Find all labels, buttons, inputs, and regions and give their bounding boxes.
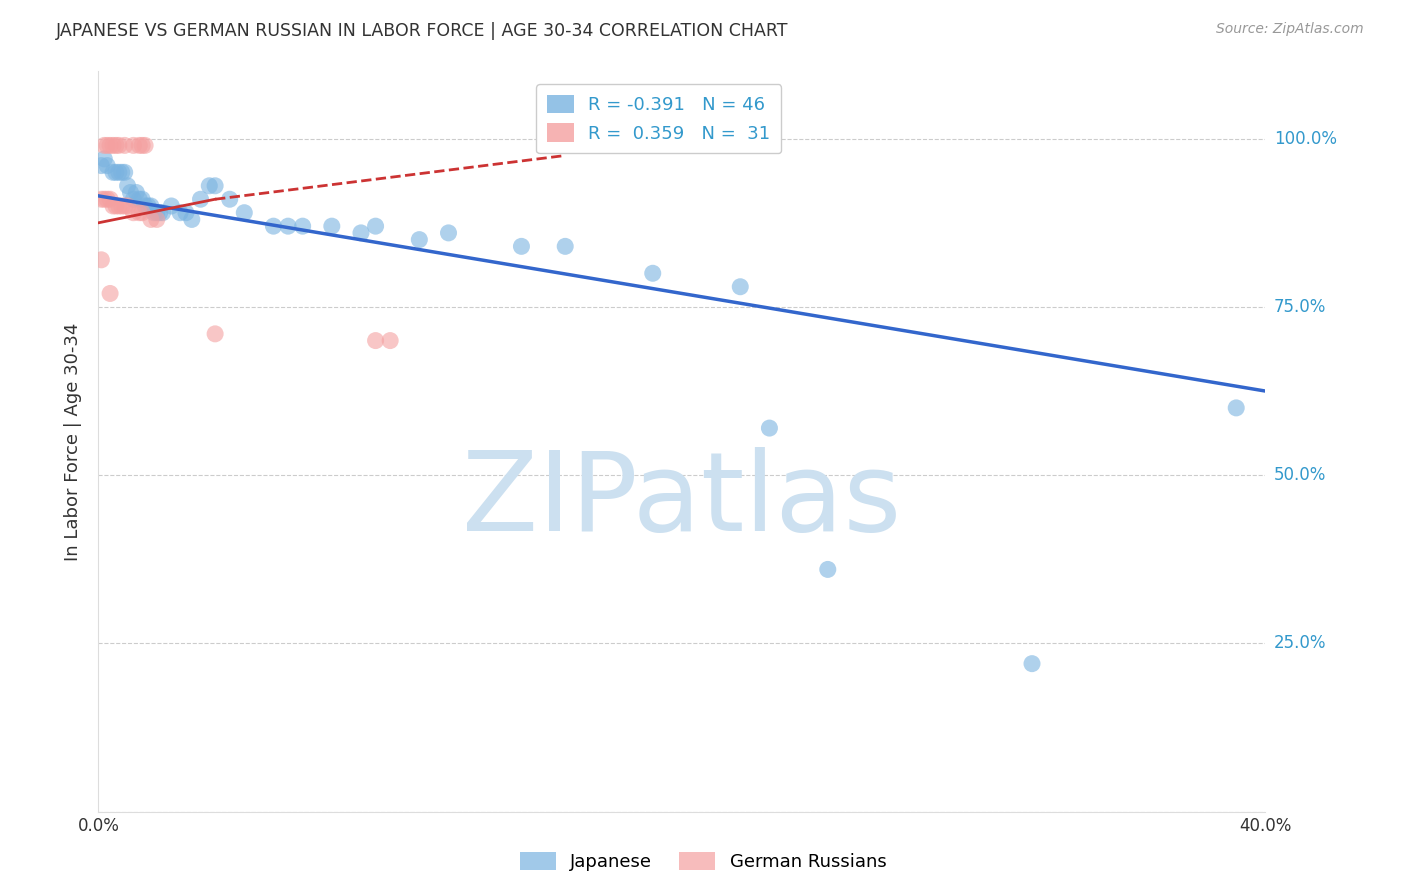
Point xyxy=(108,138,131,153)
Point xyxy=(817,562,839,576)
Point xyxy=(96,192,118,206)
Point xyxy=(90,159,112,173)
Text: 75.0%: 75.0% xyxy=(1274,298,1326,316)
Text: ZIPatlas: ZIPatlas xyxy=(463,447,901,554)
Text: 50.0%: 50.0% xyxy=(1274,467,1326,484)
Point xyxy=(134,138,156,153)
Point xyxy=(90,252,112,267)
Point xyxy=(1021,657,1043,671)
Point xyxy=(117,178,139,193)
Point xyxy=(180,212,202,227)
Point xyxy=(131,192,153,206)
Point xyxy=(408,233,430,247)
Point xyxy=(1225,401,1247,415)
Point xyxy=(117,199,139,213)
Point xyxy=(96,138,118,153)
Point xyxy=(101,165,124,179)
Legend: Japanese, German Russians: Japanese, German Russians xyxy=(512,845,894,879)
Point xyxy=(134,199,156,213)
Text: Source: ZipAtlas.com: Source: ZipAtlas.com xyxy=(1216,22,1364,37)
Point xyxy=(131,138,153,153)
Point xyxy=(364,219,387,234)
Point xyxy=(122,192,145,206)
Y-axis label: In Labor Force | Age 30-34: In Labor Force | Age 30-34 xyxy=(65,322,83,561)
Point xyxy=(122,205,145,219)
Point xyxy=(128,192,150,206)
Point xyxy=(174,205,197,219)
Legend: R = -0.391   N = 46, R =  0.359   N =  31: R = -0.391 N = 46, R = 0.359 N = 31 xyxy=(536,84,782,153)
Point xyxy=(120,186,142,200)
Point xyxy=(93,152,115,166)
Text: 100.0%: 100.0% xyxy=(1274,129,1337,148)
Point xyxy=(364,334,387,348)
Point xyxy=(139,212,162,227)
Point xyxy=(93,192,115,206)
Point xyxy=(218,192,240,206)
Point xyxy=(104,165,127,179)
Point xyxy=(350,226,373,240)
Point xyxy=(136,199,159,213)
Point xyxy=(233,205,256,219)
Point xyxy=(149,205,172,219)
Point xyxy=(108,199,131,213)
Point xyxy=(160,199,183,213)
Point xyxy=(90,192,112,206)
Point xyxy=(321,219,343,234)
Point xyxy=(204,178,226,193)
Point xyxy=(380,334,402,348)
Point xyxy=(125,186,148,200)
Point xyxy=(291,219,314,234)
Text: 25.0%: 25.0% xyxy=(1274,634,1326,652)
Point xyxy=(122,138,145,153)
Point xyxy=(641,266,664,280)
Point xyxy=(114,199,136,213)
Point xyxy=(190,192,212,206)
Point xyxy=(101,138,124,153)
Point xyxy=(198,178,221,193)
Point xyxy=(111,199,134,213)
Point xyxy=(131,205,153,219)
Point xyxy=(96,159,118,173)
Point xyxy=(128,138,150,153)
Point xyxy=(114,165,136,179)
Point xyxy=(128,205,150,219)
Text: JAPANESE VS GERMAN RUSSIAN IN LABOR FORCE | AGE 30-34 CORRELATION CHART: JAPANESE VS GERMAN RUSSIAN IN LABOR FORC… xyxy=(56,22,789,40)
Point xyxy=(262,219,284,234)
Point xyxy=(277,219,299,234)
Point xyxy=(142,205,165,219)
Point xyxy=(98,286,121,301)
Point xyxy=(111,165,134,179)
Point xyxy=(98,192,121,206)
Point xyxy=(169,205,191,219)
Point xyxy=(730,279,752,293)
Point xyxy=(146,205,169,219)
Point xyxy=(758,421,780,435)
Point xyxy=(510,239,533,253)
Point xyxy=(93,138,115,153)
Point xyxy=(204,326,226,341)
Point xyxy=(152,205,174,219)
Point xyxy=(104,138,127,153)
Point xyxy=(139,199,162,213)
Point xyxy=(108,165,131,179)
Point xyxy=(104,199,127,213)
Point xyxy=(146,212,169,227)
Point xyxy=(101,199,124,213)
Point xyxy=(554,239,576,253)
Point xyxy=(98,138,121,153)
Point xyxy=(437,226,460,240)
Point xyxy=(114,138,136,153)
